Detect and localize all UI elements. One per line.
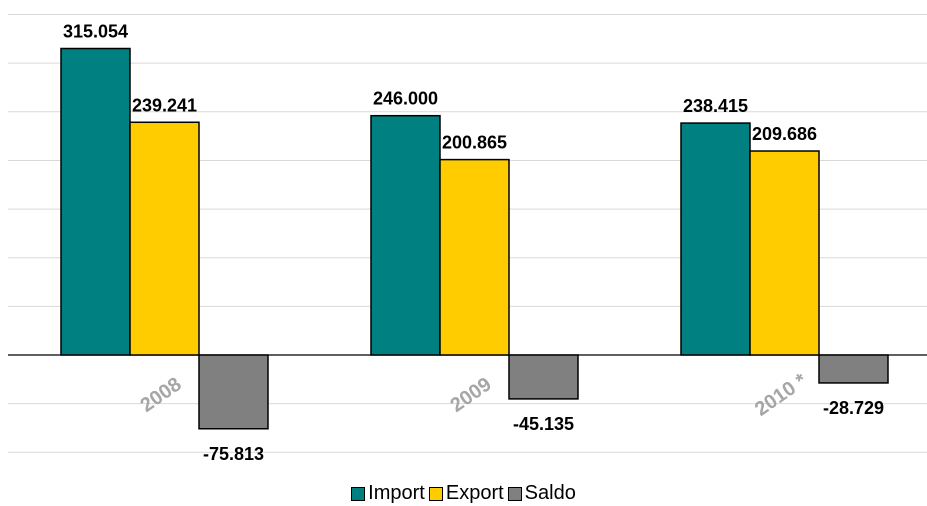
legend-swatch-import [351,486,366,501]
bar-import-2 [680,122,751,356]
legend-label-import: Import [368,482,425,504]
data-label-export-0: 239.241 [132,95,197,115]
data-label-import-1: 246.000 [373,89,438,109]
data-label-import-2: 238.415 [683,96,748,116]
data-label-export-2: 209.686 [752,124,817,144]
data-label-saldo-2: -28.729 [823,398,884,418]
category-label-2: 2010 * [751,369,811,420]
category-label-1: 2009 [447,373,496,417]
legend: Import Export Saldo [0,481,927,506]
legend-item-saldo: Saldo [507,482,576,505]
data-label-import-0: 315.054 [63,22,128,42]
bar-export-1 [439,158,510,356]
data-labels: 315.054 246.000 238.415 239.241 200.865 209.6… [63,22,884,464]
legend-label-export: Export [445,482,504,504]
data-label-export-1: 200.865 [442,133,507,153]
bar-export-2 [749,150,820,356]
data-label-saldo-0: -75.813 [203,444,264,464]
legend-swatch-export [428,486,443,501]
data-label-saldo-1: -45.135 [513,414,574,434]
category-label-0: 2008 [137,373,186,417]
legend-item-import: Import [351,482,425,505]
bar-import-0 [60,47,131,356]
bars [60,47,889,430]
bar-export-0 [129,121,200,356]
bar-import-1 [370,114,441,356]
bar-saldo-1 [508,354,579,400]
legend-swatch-saldo [507,486,522,501]
legend-item-export: Export [428,482,504,505]
legend-label-saldo: Saldo [524,482,576,504]
bar-saldo-2 [818,354,889,384]
bar-saldo-0 [198,354,269,430]
